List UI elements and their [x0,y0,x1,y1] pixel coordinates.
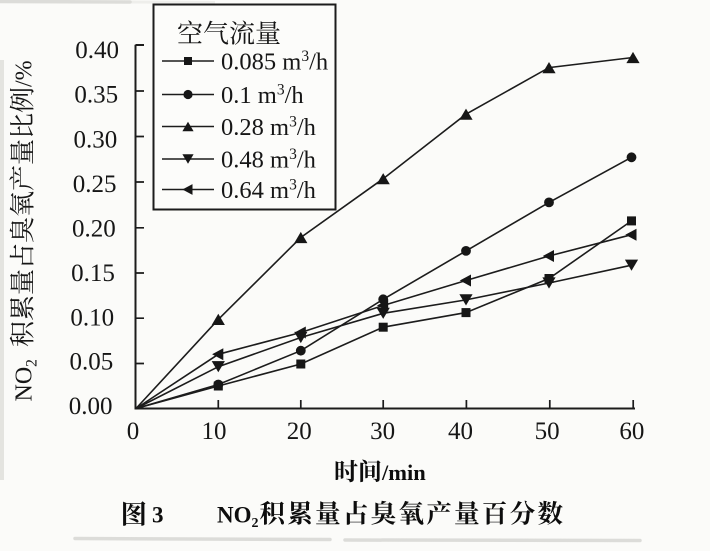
svg-text:50: 50 [535,418,560,445]
svg-text:0.10: 0.10 [70,304,114,331]
svg-text:30: 30 [370,418,395,445]
svg-text:0.05: 0.05 [70,349,114,376]
svg-text:60: 60 [619,418,644,445]
svg-text:0.64 m3/h: 0.64 m3/h [221,176,316,204]
svg-text:0.28 m3/h: 0.28 m3/h [221,113,316,141]
svg-text:0.30: 0.30 [74,126,118,153]
svg-text:10: 10 [202,418,227,445]
svg-text:0: 0 [127,418,140,445]
svg-text:40: 40 [448,418,473,445]
svg-text:/min: /min [381,460,426,485]
svg-text:0.48 m3/h: 0.48 m3/h [221,146,316,174]
svg-text:0.25: 0.25 [73,171,117,198]
svg-text:0.00: 0.00 [69,393,113,420]
svg-text:0.35: 0.35 [74,82,118,109]
svg-text:20: 20 [287,418,312,445]
svg-text:0.085 m3/h: 0.085 m3/h [221,48,328,76]
svg-text:0.40: 0.40 [75,37,119,64]
svg-text:0.15: 0.15 [71,260,115,287]
svg-text:0.20: 0.20 [72,216,116,243]
svg-text:3: 3 [152,503,164,528]
svg-text:0.1 m3/h: 0.1 m3/h [221,81,304,109]
svg-text:/%: /% [12,60,38,87]
